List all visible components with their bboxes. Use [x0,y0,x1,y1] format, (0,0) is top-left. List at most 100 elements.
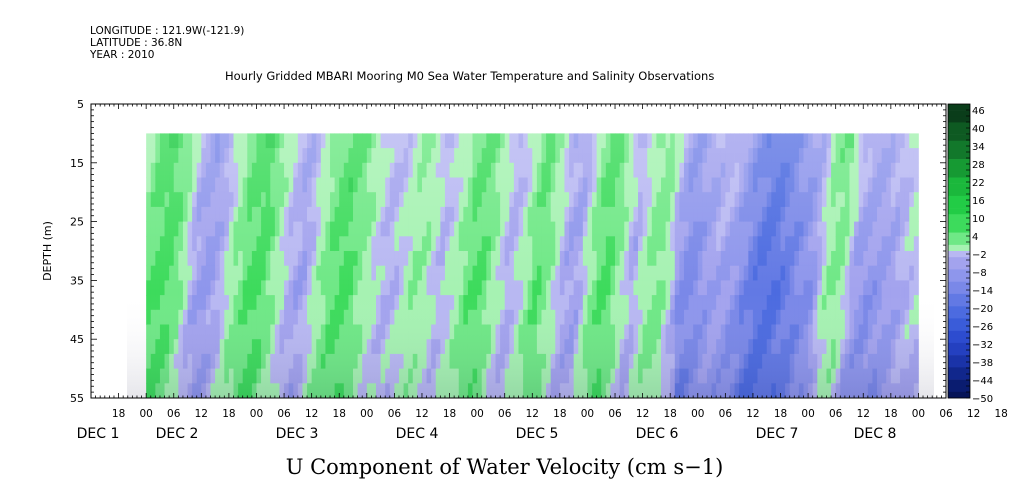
x-hour-label: 06 [498,408,512,420]
colorbar-swatch [948,128,970,135]
colorbar-label: 22 [972,178,985,189]
colorbar-label: −50 [972,394,993,405]
colorbar-swatch [948,349,970,356]
y-tick-label: 15 [70,157,84,170]
x-day-label: DEC 1 [77,426,120,442]
colorbar-swatch [948,214,970,221]
x-day-label: DEC 2 [156,426,199,442]
colorbar-label: −38 [972,358,993,369]
colorbar-swatch [948,220,970,227]
x-day-label: DEC 5 [516,426,559,442]
x-hour-label: 18 [774,408,787,420]
colorbar-swatch [948,257,970,264]
colorbar-swatch [948,116,970,123]
y-tick-label: 35 [70,274,84,287]
x-hour-label: 06 [388,408,402,420]
colorbar-swatch [948,238,970,246]
x-hour-label: 00 [139,408,152,420]
x-hour-label: 12 [636,408,649,420]
x-day-label: DEC 4 [396,426,439,442]
colorbar-swatch [948,361,970,368]
x-hour-label: 06 [719,408,733,420]
colorbar-swatch [948,367,970,374]
colorbar-swatch [948,287,970,295]
colorbar-swatch [948,183,970,191]
colorbar-swatch [948,355,970,362]
x-hour-label: 12 [526,408,539,420]
x-hour-label: 18 [333,408,346,420]
colorbar-swatch [948,293,970,301]
x-hour-label: 00 [912,408,925,420]
x-hour-label: 18 [222,408,235,420]
colorbar-label: 16 [972,196,985,207]
colorbar-swatch [948,342,970,350]
x-hour-label: 00 [250,408,263,420]
colorbar-swatch [948,226,970,233]
colorbar-swatch [948,373,970,380]
colorbar-label: 40 [972,124,985,135]
latitude-label: LATITUDE : 36.8N [90,37,183,49]
colorbar-swatch [948,300,970,307]
colorbar-swatch [948,391,970,399]
colorbar-swatch [948,153,970,160]
x-hour-label: 12 [857,408,870,420]
colorbar-swatch [948,330,970,338]
y-tick-label: 5 [77,98,84,111]
y-axis: 5 15 25 35 45 55 [70,98,946,405]
y-axis-label: DEPTH (m) [41,221,54,281]
colorbar-swatch [948,208,970,215]
x-hour-label: 12 [967,408,980,420]
depth-shading [127,133,934,398]
x-axis-ticks: 18 00 06 12 18 00 06 12 18 00 06 12 18 00 06 12 18 00 06 12… [77,104,1008,442]
x-hour-label: 06 [167,408,181,420]
colorbar-label: 28 [972,160,985,171]
x-hour-label: 18 [443,408,456,420]
colorbar-label: −26 [972,322,993,333]
colorbar-swatch [948,318,970,325]
colorbar-swatch [948,269,970,276]
x-hour-label: 00 [801,408,814,420]
colorbar-swatch [948,195,970,203]
colorbar-label: 10 [972,214,985,225]
colorbar-swatch [948,189,970,197]
colorbar-swatch [948,146,970,154]
x-day-label: DEC 6 [636,426,679,442]
x-hour-label: 18 [664,408,677,420]
year-label: YEAR : 2010 [90,49,155,61]
x-day-label: DEC 8 [854,426,897,442]
longitude-label: LONGITUDE : 121.9W(-121.9) [90,25,245,37]
x-hour-label: 00 [581,408,594,420]
colorbar-label: 46 [972,106,985,117]
colorbar-swatch [948,312,970,319]
colorbar-swatch [948,134,970,142]
colorbar-swatch [948,177,970,184]
colorbar-swatch [948,385,970,393]
colorbar-label: −14 [972,286,993,297]
colorbar-swatch [948,306,970,313]
colorbar-swatch [948,104,970,111]
colorbar-swatch [948,110,970,117]
x-hour-label: 00 [470,408,483,420]
colorbar-swatch [948,244,970,252]
colorbar-swatch [948,171,970,178]
colorbar-swatch [948,159,970,166]
colorbar-swatch [948,165,970,172]
x-hour-label: 12 [195,408,208,420]
colorbar-swatch [948,232,970,240]
x-day-label: DEC 3 [276,426,319,442]
y-tick-label: 45 [70,333,84,346]
colorbar-label: −32 [972,340,993,351]
x-hour-label: 00 [360,408,373,420]
colorbar-label: −2 [972,250,987,261]
colorbar-label: −44 [972,376,993,387]
x-day-label: DEC 7 [756,426,799,442]
colorbar-label: −20 [972,304,993,315]
x-hour-label: 12 [746,408,759,420]
colorbar-label: 4 [972,232,978,243]
x-hour-label: 06 [277,408,291,420]
x-hour-label: 00 [691,408,704,420]
colorbar-swatch [948,140,970,148]
chart-title: Hourly Gridded MBARI Mooring M0 Sea Wate… [225,69,715,83]
colorbar-label: −8 [972,268,987,279]
y-tick-label: 25 [70,216,84,229]
